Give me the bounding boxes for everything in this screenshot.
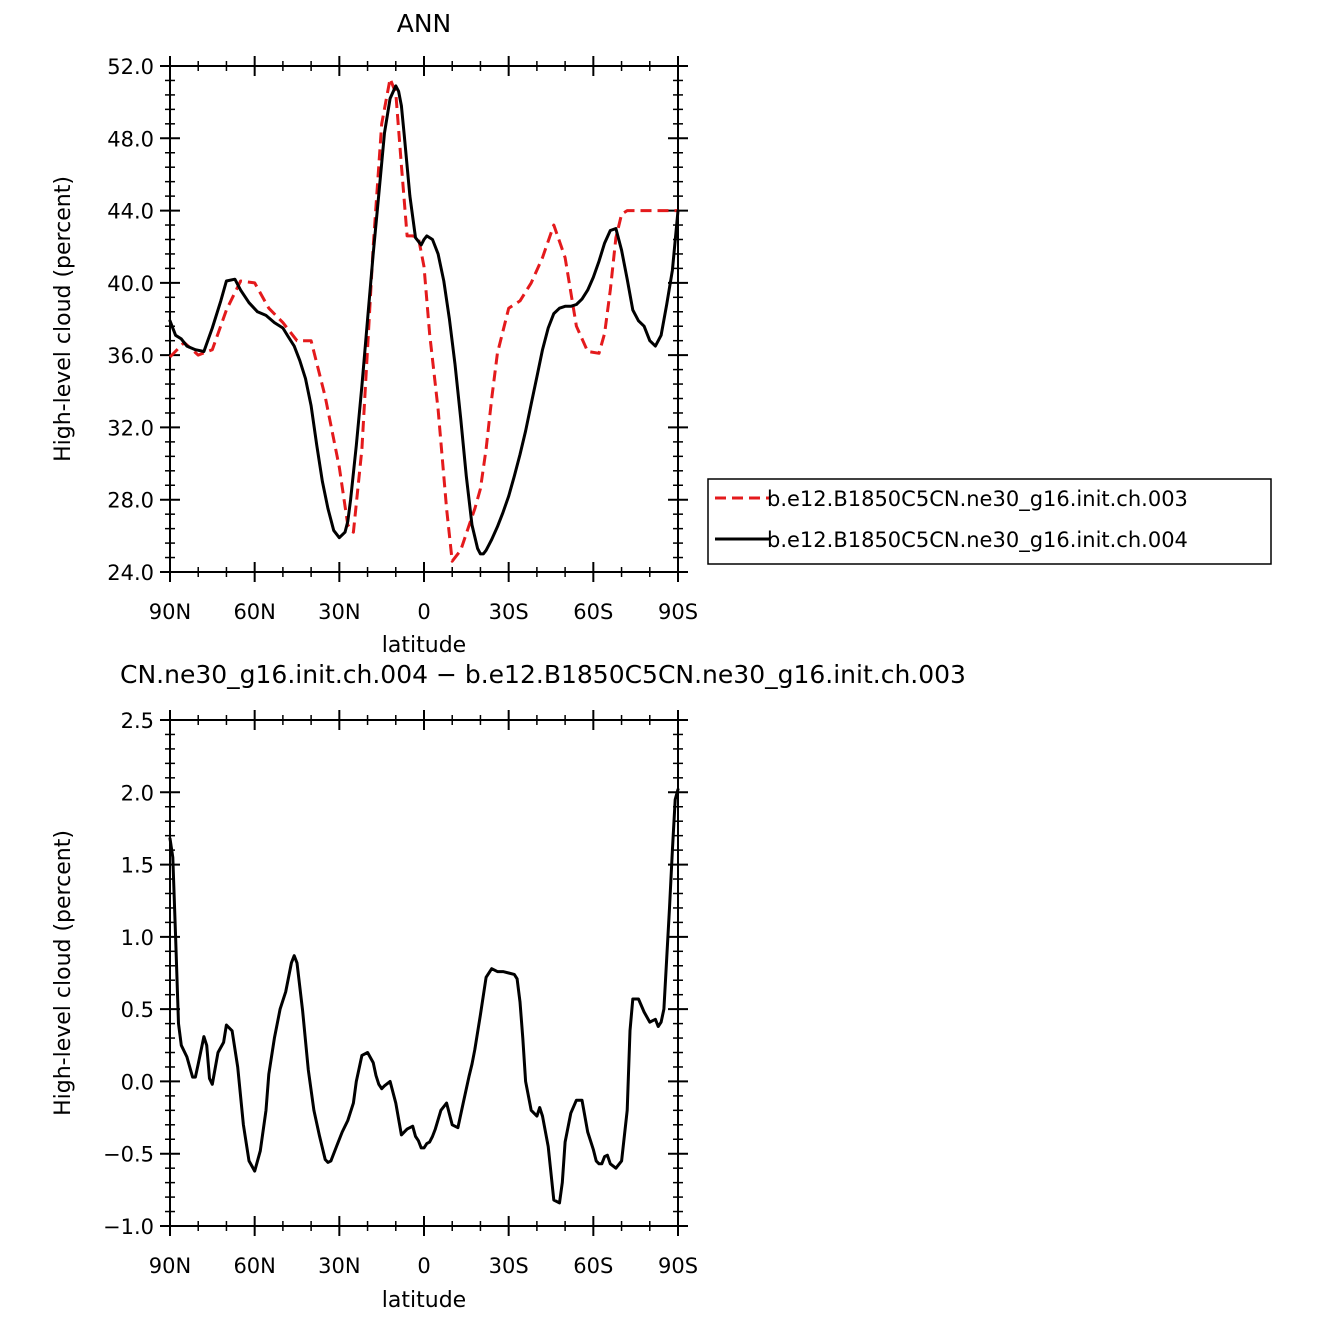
legend: b.e12.B1850C5CN.ne30_g16.init.ch.003 b.e… (707, 478, 1272, 565)
top-x-tick-label: 90S (658, 600, 698, 624)
bottom-axis-ticks (160, 710, 688, 1236)
bottom-y-tick-labels: −1.0 −0.5 0.0 0.5 1.0 1.5 2.0 2.5 (103, 709, 154, 1239)
bottom-chart-title: CN.ne30_g16.init.ch.004 − b.e12.B1850C5C… (120, 660, 966, 689)
bottom-y-tick-label: −0.5 (103, 1143, 154, 1167)
bottom-y-tick-label: 1.5 (121, 854, 154, 878)
bottom-x-axis-label: latitude (382, 1288, 466, 1313)
top-series-line-0 (168, 77, 678, 563)
top-x-tick-label: 0 (417, 600, 430, 624)
bottom-y-tick-label: 1.0 (121, 926, 154, 950)
bottom-x-tick-label: 60S (573, 1254, 613, 1278)
bottom-series-lines (168, 787, 680, 1205)
top-plot-frame (169, 65, 679, 573)
top-x-tick-label: 60S (573, 600, 613, 624)
legend-box (707, 478, 1272, 565)
top-chart-title: ANN (397, 9, 452, 38)
bottom-x-tick-label: 30N (318, 1254, 360, 1278)
top-panel: ANN 24.0 28.0 32.0 36.0 40.0 44.0 48.0 52.0 90N… (51, 9, 698, 658)
top-y-tick-labels: 24.0 28.0 32.0 36.0 40.0 44.0 48.0 52.0 (107, 55, 154, 585)
top-y-tick-label: 52.0 (107, 55, 154, 79)
bottom-series-line-0 (168, 787, 680, 1205)
bottom-y-tick-label: 0.5 (121, 998, 154, 1022)
legend-label-series-1: b.e12.B1850C5CN.ne30_g16.init.ch.004 (767, 528, 1188, 553)
top-series-line-1 (168, 84, 680, 556)
top-y-axis-label: High-level cloud (percent) (51, 176, 76, 462)
bottom-x-tick-label: 60N (233, 1254, 275, 1278)
top-y-tick-label: 28.0 (107, 489, 154, 513)
top-x-tick-label: 30S (489, 600, 529, 624)
top-y-tick-label: 40.0 (107, 272, 154, 296)
bottom-x-tick-label: 30S (489, 1254, 529, 1278)
top-axis-ticks (160, 56, 688, 582)
top-y-tick-label: 36.0 (107, 344, 154, 368)
bottom-x-tick-label: 90S (658, 1254, 698, 1278)
bottom-y-tick-label: 0.0 (121, 1070, 154, 1094)
bottom-panel: CN.ne30_g16.init.ch.004 − b.e12.B1850C5C… (51, 660, 966, 1313)
top-x-axis-label: latitude (382, 633, 466, 658)
bottom-x-tick-label: 90N (149, 1254, 191, 1278)
bottom-y-tick-label: −1.0 (103, 1215, 154, 1239)
top-y-tick-label: 48.0 (107, 127, 154, 151)
top-y-tick-label: 44.0 (107, 200, 154, 224)
top-x-tick-label: 30N (318, 600, 360, 624)
top-series-lines (168, 77, 680, 563)
top-y-tick-label: 24.0 (107, 561, 154, 585)
bottom-x-tick-labels: 90N 60N 30N 0 30S 60S 90S (149, 1254, 698, 1278)
bottom-y-axis-label: High-level cloud (percent) (51, 830, 76, 1116)
top-x-tick-labels: 90N 60N 30N 0 30S 60S 90S (149, 600, 698, 624)
top-y-tick-label: 32.0 (107, 416, 154, 440)
bottom-y-tick-label: 2.5 (121, 709, 154, 733)
top-x-tick-label: 60N (233, 600, 275, 624)
top-x-tick-label: 90N (149, 600, 191, 624)
legend-label-series-0: b.e12.B1850C5CN.ne30_g16.init.ch.003 (767, 487, 1188, 512)
bottom-x-tick-label: 0 (417, 1254, 430, 1278)
bottom-y-tick-label: 2.0 (121, 781, 154, 805)
